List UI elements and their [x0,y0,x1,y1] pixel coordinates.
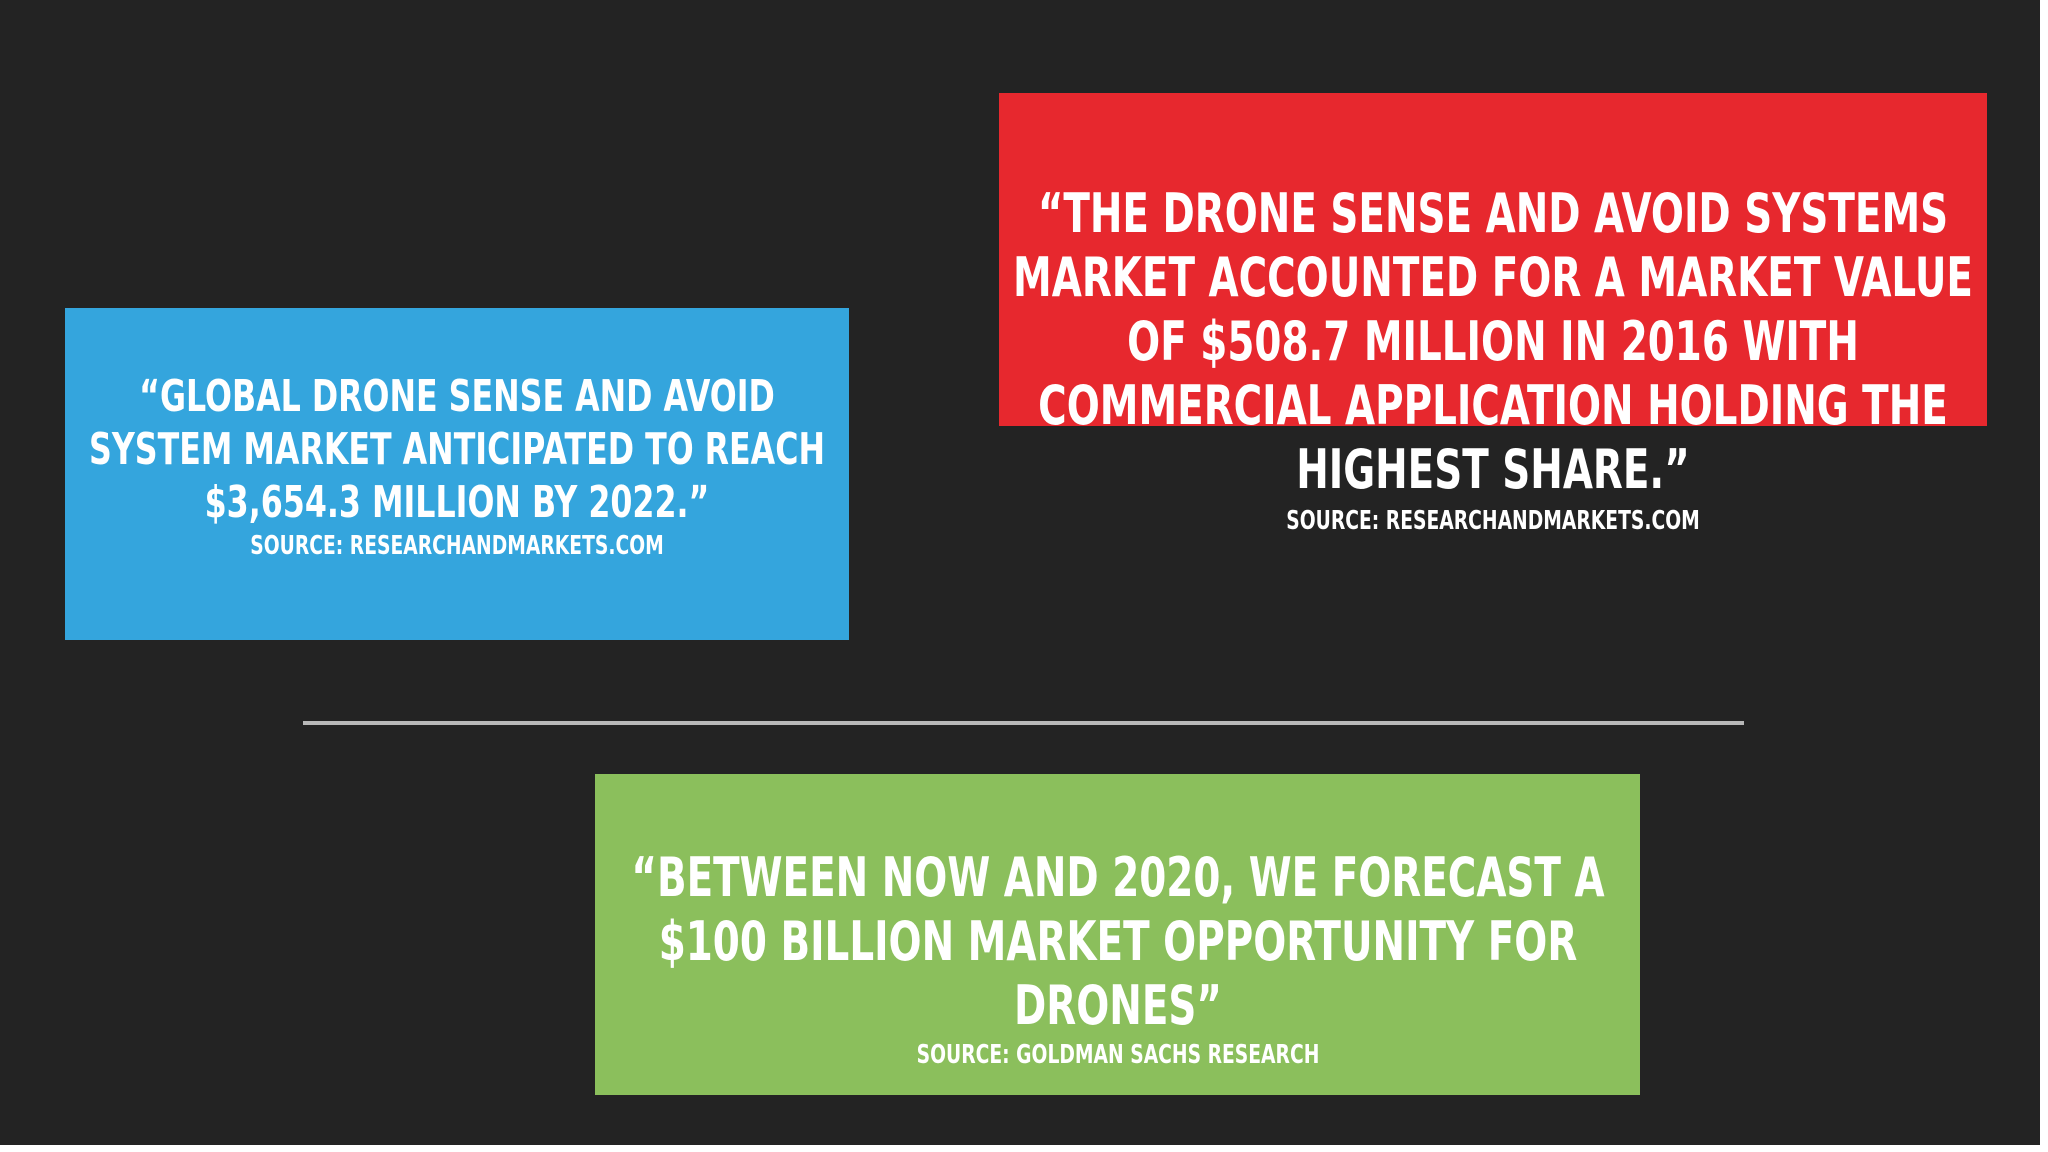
quote-box-drone-opportunity: “BETWEEN NOW AND 2020, WE FORECAST A $10… [595,774,1640,1095]
quote-source: SOURCE: RESEARCHANDMARKETS.COM [1286,506,1700,536]
quote-text: “BETWEEN NOW AND 2020, WE FORECAST A $10… [630,846,1605,1037]
quote-box-global-market-forecast: “GLOBAL DRONE SENSE AND AVOID SYSTEM MAR… [65,308,849,640]
quote-text: “GLOBAL DRONE SENSE AND AVOID SYSTEM MAR… [89,370,825,528]
divider-line [303,721,1744,725]
quote-source: SOURCE: GOLDMAN SACHS RESEARCH [916,1040,1319,1070]
quote-text: “THE DRONE SENSE AND AVOID SYSTEMS MARKE… [1013,182,1973,501]
quote-box-market-value-2016: “THE DRONE SENSE AND AVOID SYSTEMS MARKE… [999,93,1987,536]
quote-source: SOURCE: RESEARCHANDMARKETS.COM [250,530,664,561]
